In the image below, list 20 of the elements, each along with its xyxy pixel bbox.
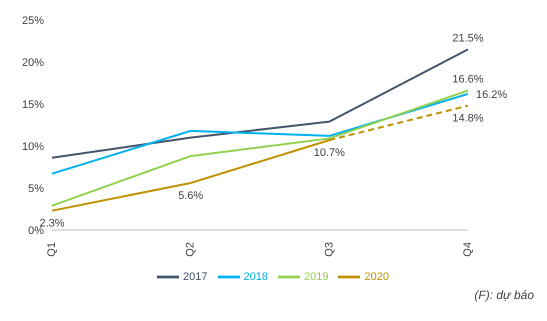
x-tick-label: Q1	[46, 242, 58, 257]
data-label: 10.7%	[314, 147, 346, 160]
y-tick-label: 5%	[28, 182, 44, 195]
x-tick-label: Q3	[323, 242, 336, 257]
text: (F): dự báo	[473, 288, 535, 302]
data-label: 14.8%	[452, 112, 484, 125]
data-label: 16.6%	[452, 74, 484, 86]
y-tick-label: 10%	[22, 140, 44, 153]
y-tick-label: 25%	[22, 14, 44, 27]
data-label: 21.5%	[452, 32, 484, 44]
x-tick-label: Q4	[462, 242, 474, 257]
legend-label: 2019	[304, 270, 328, 283]
y-tick-label: 20%	[22, 56, 44, 69]
y-tick-label: 15%	[22, 98, 44, 111]
x-tick-label: Q2	[184, 242, 197, 257]
data-label: 16.2%	[476, 88, 508, 101]
legend-label: 2020	[364, 270, 389, 283]
data-label: 5.6%	[178, 190, 204, 202]
legend-label: 2017	[183, 270, 208, 283]
legend-label: 2018	[244, 270, 268, 283]
